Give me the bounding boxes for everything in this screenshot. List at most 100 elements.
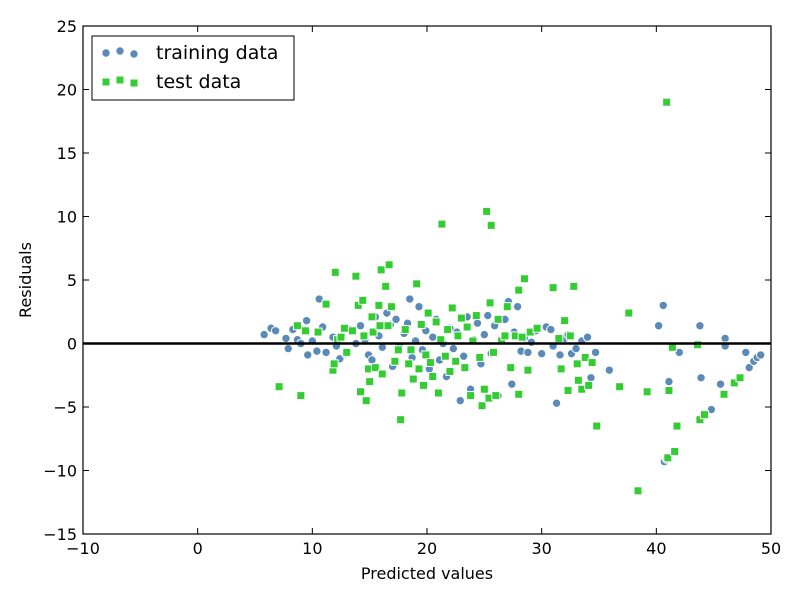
test-data-point: [361, 396, 371, 406]
test-data-point: [719, 389, 729, 399]
test-data-point: [367, 312, 377, 322]
test-data-point: [615, 382, 625, 392]
test-data-point: [729, 378, 739, 388]
training-data-point: [281, 333, 291, 344]
test-data-point: [419, 380, 429, 390]
legend-circle-marker: [101, 48, 111, 58]
test-data-point: [642, 387, 652, 397]
x-tick-label: 20: [417, 539, 437, 558]
test-data-point: [408, 374, 418, 384]
test-data-point: [569, 281, 579, 291]
training-data-point: [367, 355, 377, 365]
test-data-point: [431, 317, 441, 327]
test-data-point: [397, 388, 407, 398]
training-data-point: [301, 315, 312, 326]
training-data-point: [536, 348, 547, 359]
test-data-point: [580, 352, 590, 362]
test-data-point: [565, 331, 575, 341]
test-data-point: [396, 415, 406, 425]
legend: training data test data: [91, 35, 295, 101]
test-data-point: [471, 311, 481, 321]
legend-square-marker: [129, 78, 139, 88]
test-data-point: [374, 300, 384, 310]
test-data-point: [437, 219, 447, 229]
training-data-point: [391, 314, 401, 325]
test-data-point: [592, 421, 602, 431]
training-data-point: [695, 321, 705, 331]
training-data-point: [755, 350, 766, 360]
test-data-point: [560, 316, 570, 326]
test-data-point: [572, 359, 582, 369]
test-data-point: [517, 332, 527, 342]
test-data-point: [416, 319, 426, 329]
training-data-point: [706, 404, 717, 415]
test-data-point: [404, 359, 414, 369]
test-data-point: [500, 331, 510, 341]
y-tick-label: 5: [67, 271, 77, 290]
y-tick-label: −5: [53, 398, 77, 417]
series-test-data: [274, 97, 745, 496]
test-data-point: [381, 281, 391, 291]
test-data-point: [353, 300, 363, 310]
test-data-point: [406, 345, 416, 355]
x-tick-label: 40: [646, 539, 666, 558]
y-axis-label: Residuals: [16, 242, 35, 318]
training-data-point: [405, 294, 415, 304]
training-data-point: [523, 347, 533, 358]
training-data-point: [604, 365, 615, 375]
test-data-point: [375, 321, 385, 331]
test-data-point: [489, 347, 499, 357]
test-data-point: [672, 421, 682, 431]
test-data-point: [443, 325, 453, 335]
training-data-point: [455, 395, 465, 406]
test-data-point: [421, 350, 431, 360]
training-data-point: [664, 376, 674, 387]
test-data-point: [563, 385, 573, 395]
test-data-point: [384, 260, 394, 270]
test-data-point: [556, 364, 566, 374]
test-data-point: [475, 352, 485, 362]
test-data-point: [313, 327, 323, 337]
test-data-point: [548, 283, 558, 293]
y-tick-label: 25: [57, 17, 77, 36]
test-data-point: [393, 345, 403, 355]
test-data-point: [695, 415, 705, 425]
test-data-point: [292, 321, 302, 331]
test-data-point: [477, 401, 487, 411]
training-data-point: [414, 301, 424, 312]
training-data-point: [259, 329, 269, 340]
legend-label-training-data: training data: [156, 42, 278, 64]
test-data-point: [383, 321, 393, 331]
training-data-point: [674, 347, 684, 358]
training-data-point: [270, 326, 281, 336]
y-tick-label: 10: [57, 208, 77, 227]
test-data-point: [479, 384, 489, 394]
test-data-point: [351, 271, 361, 281]
legend-circle-marker: [129, 49, 139, 59]
test-data-point: [423, 308, 433, 318]
y-tick-label: −15: [43, 525, 77, 544]
training-data-point: [551, 398, 562, 408]
test-data-point: [699, 410, 709, 420]
training-data-point: [479, 329, 490, 340]
test-data-point: [460, 363, 470, 373]
test-data-point: [440, 351, 450, 361]
y-tick-label: −10: [43, 462, 77, 481]
training-data-point: [483, 310, 493, 321]
x-tick-label: −10: [66, 539, 100, 558]
test-data-point: [662, 97, 672, 107]
test-data-point: [482, 206, 492, 216]
test-data-point: [274, 382, 284, 392]
training-data-point: [507, 379, 517, 389]
legend-circle-marker: [115, 46, 125, 56]
test-data-point: [445, 366, 455, 376]
test-data-point: [321, 299, 331, 309]
training-data-point: [744, 362, 754, 373]
x-tick-label: 10: [302, 539, 322, 558]
test-data-point: [573, 375, 583, 385]
x-tick-label: 50: [761, 539, 781, 558]
training-data-point: [448, 343, 459, 354]
test-data-point: [433, 388, 443, 398]
test-data-point: [412, 279, 422, 289]
